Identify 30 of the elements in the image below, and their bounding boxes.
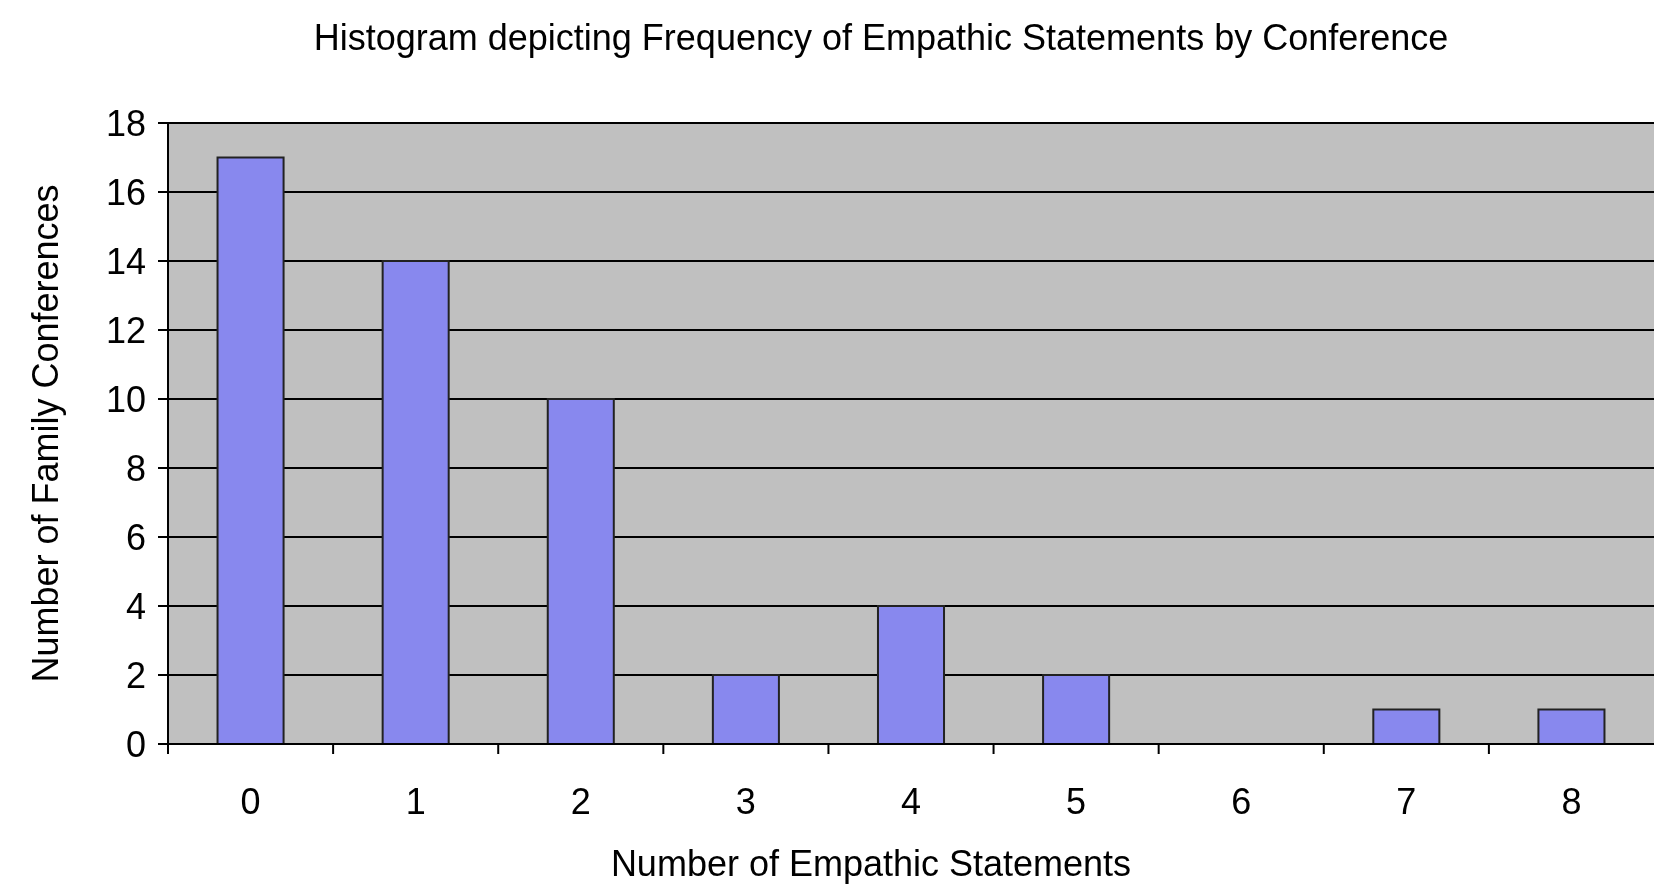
x-tick-label: 3 bbox=[735, 781, 756, 822]
bar bbox=[381, 260, 450, 745]
x-tick-label: 8 bbox=[1561, 781, 1582, 822]
x-tick-label: 0 bbox=[240, 781, 261, 822]
y-tick-label: 8 bbox=[125, 447, 146, 489]
bar bbox=[876, 605, 946, 745]
y-axis-title: Number of Family Conferences bbox=[25, 184, 66, 683]
y-tick-label: 16 bbox=[105, 171, 146, 213]
y-tick-label: 14 bbox=[105, 240, 146, 282]
bar bbox=[711, 674, 780, 745]
y-tick-label: 12 bbox=[105, 309, 146, 351]
y-tick-label: 10 bbox=[105, 378, 146, 420]
bar bbox=[1372, 708, 1441, 745]
chart-title: Histogram depicting Frequency of Empathic Statements by Conference bbox=[313, 17, 1449, 58]
x-tick-label: 6 bbox=[1231, 781, 1252, 822]
bar bbox=[216, 156, 285, 745]
y-tick-label: 2 bbox=[125, 654, 146, 696]
x-tick-label: 2 bbox=[570, 781, 591, 822]
x-tick-label: 5 bbox=[1066, 781, 1087, 822]
bar bbox=[546, 398, 615, 745]
x-tick-label: 1 bbox=[405, 781, 426, 822]
x-tick-label: 4 bbox=[900, 781, 922, 822]
y-tick-label: 18 bbox=[105, 102, 146, 144]
y-tick-label: 4 bbox=[125, 585, 146, 627]
x-tick-label: 7 bbox=[1396, 781, 1417, 822]
x-axis-title: Number of Empathic Statements bbox=[610, 843, 1132, 884]
y-tick-label: 0 bbox=[125, 723, 146, 765]
bar bbox=[1042, 674, 1111, 745]
y-tick-label: 6 bbox=[125, 516, 146, 558]
bar bbox=[1537, 708, 1606, 745]
